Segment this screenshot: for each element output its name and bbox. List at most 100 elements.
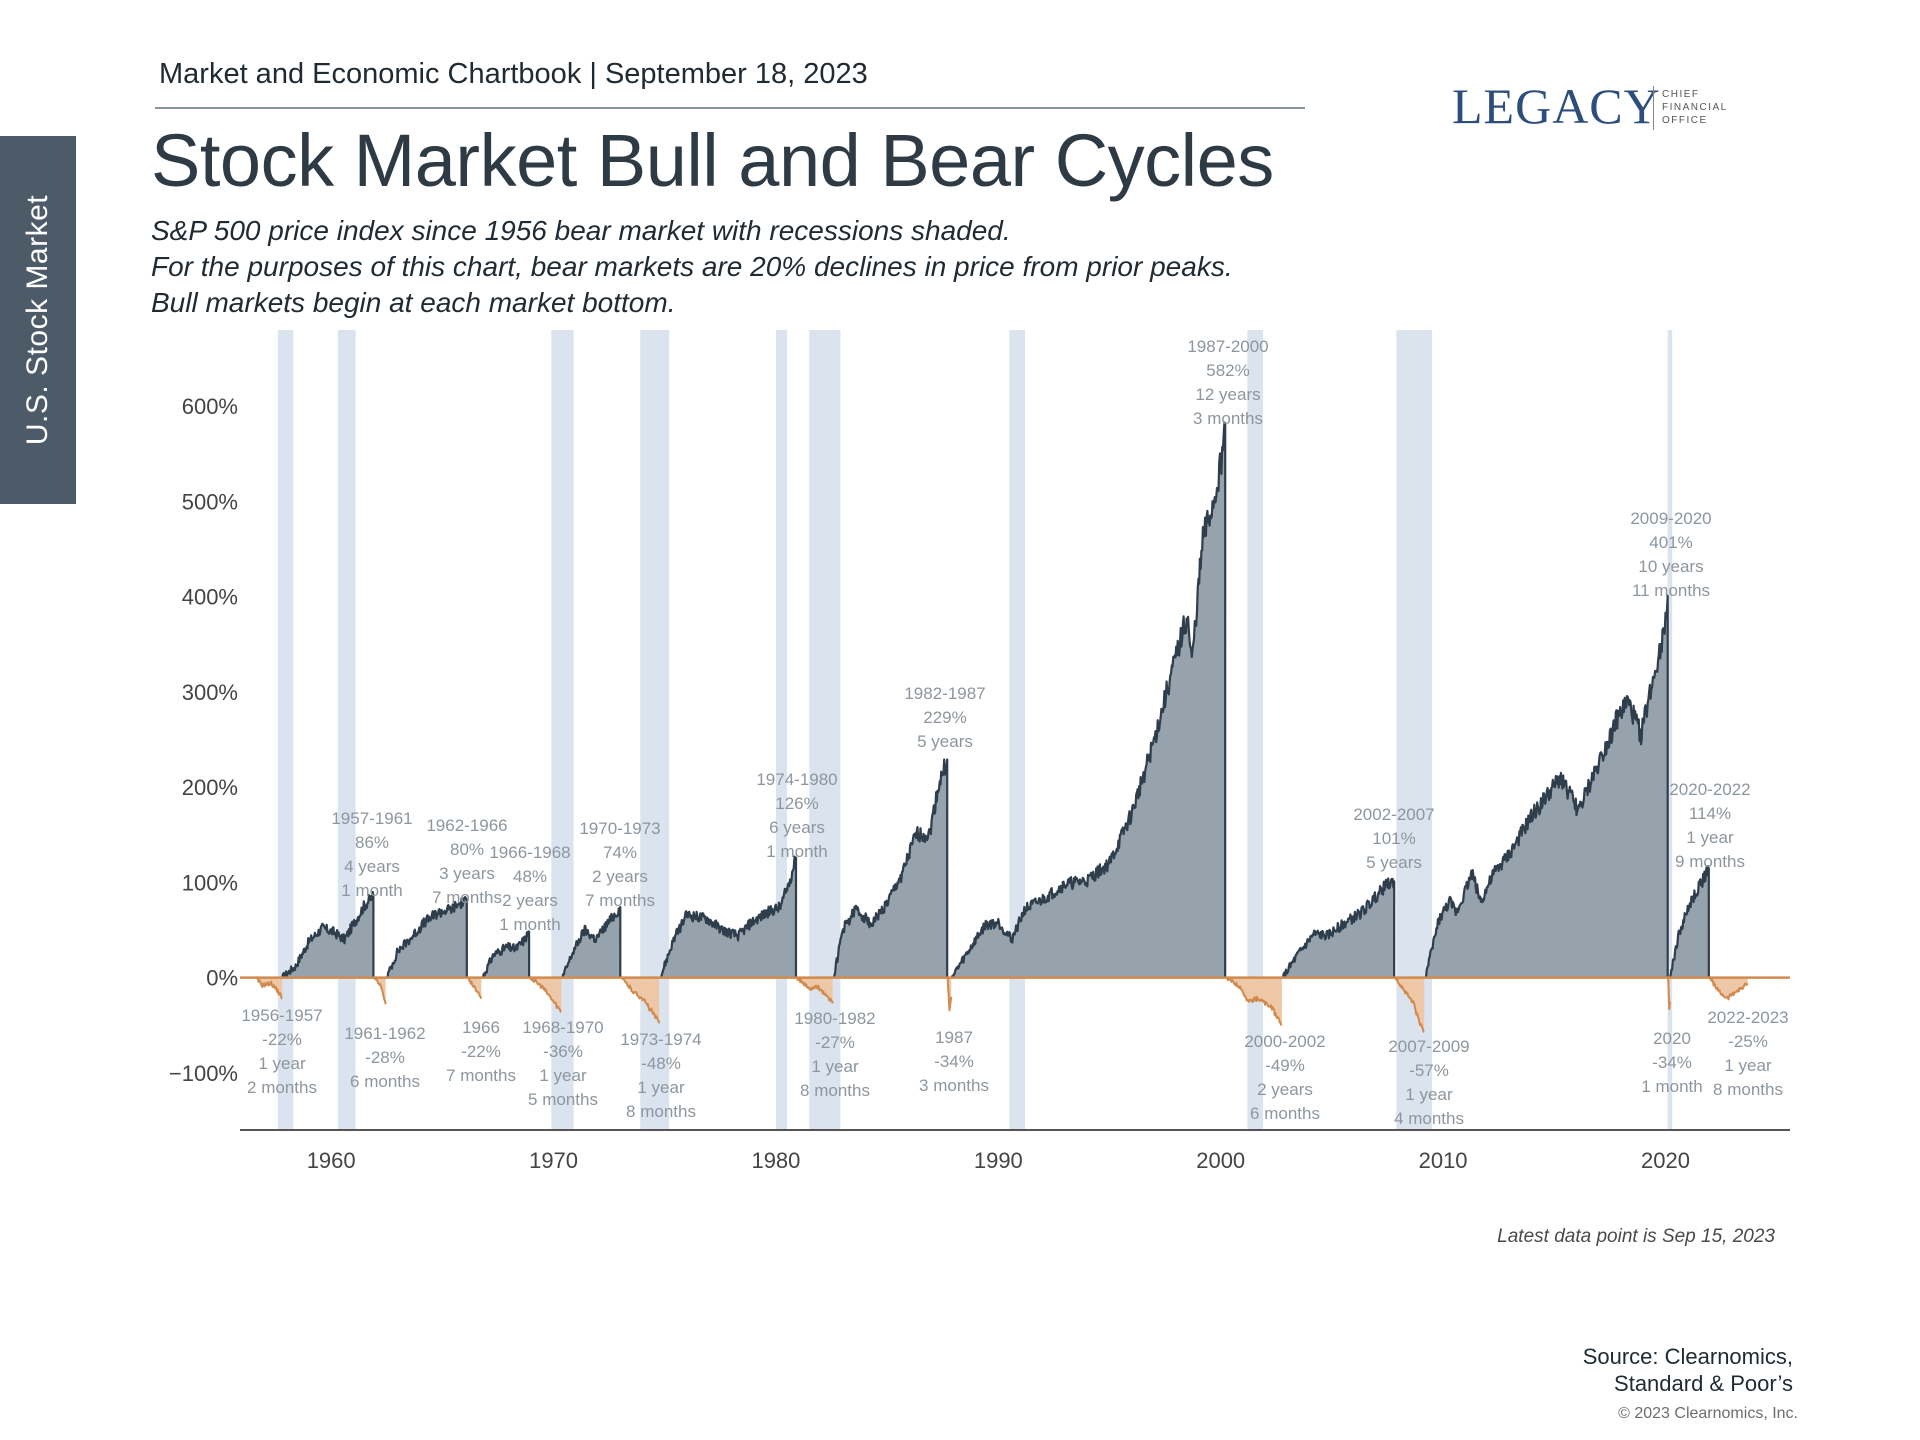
logo-sub-line-1: CHIEF [1662,89,1700,100]
bull-market-line [281,890,375,979]
source-note: Source: Clearnomics, Standard & Poor’s [1583,1343,1793,1397]
bull-market-area [660,856,796,978]
recession-band [809,330,841,1130]
bear-market-line [1394,977,1425,1033]
bull-market-line [1424,594,1669,979]
bear-market-line [620,976,661,1024]
bull-market-annotation: 2020-2022 114% 1 year 9 months [1669,780,1750,871]
source-line-1: Source: Clearnomics, [1582,1344,1793,1369]
bull-market-annotation: 1982-1987 229% 5 years [904,684,985,751]
bull-market-line [386,896,468,979]
bull-market-annotation: 1966-1968 48% 2 years 1 month [489,843,570,934]
subtitle-line-1: S&P 500 price index since 1956 bear mark… [151,215,1011,246]
source-line-2: Standard & Poor’s [1614,1371,1793,1396]
logo-sub-line-2: FINANCIAL [1662,102,1728,113]
header-divider [155,107,1305,109]
logo-divider [1653,86,1654,130]
y-tick-label: 100% [182,870,238,895]
latest-data-note: Latest data point is Sep 15, 2023 [1497,1226,1775,1247]
bull-market-annotation: 2002-2007 101% 5 years [1353,805,1434,872]
bull-market-area [282,892,374,978]
bear-market-area [467,977,482,999]
bull-market-area [951,422,1226,978]
recession-band [775,330,788,1130]
y-tick-label: −100% [169,1061,238,1086]
bull-market-area [1425,595,1668,978]
bull-market-line [950,421,1227,979]
recession-band [1667,330,1673,1130]
bear-market-annotation: 1980-1982 -27% 1 year 8 months [794,1009,875,1100]
recession-band [1247,330,1263,1130]
bear-market-annotation: 1956-1957 -22% 1 year 2 months [241,1006,322,1097]
chartbook-header: Market and Economic Chartbook | Septembe… [159,58,868,90]
bear-market-area [621,977,660,1024]
bear-market-area [1395,977,1425,1032]
bear-market-line [255,976,283,1000]
y-tick-label: 200% [182,775,238,800]
bear-market-line [1708,977,1749,1001]
bull-market-line [832,758,949,978]
subtitle-line-2: For the purposes of this chart, bear mar… [151,251,1233,282]
x-tick-label: 2020 [1641,1148,1690,1173]
logo-sub-line-3: OFFICE [1662,115,1708,126]
y-tick-label: 0% [206,966,238,991]
y-tick-label: 300% [182,680,238,705]
bear-market-annotation: 1973-1974 -48% 1 year 8 months [620,1030,701,1121]
bear-market-annotation: 1966 -22% 7 months [446,1018,516,1085]
bear-market-line [529,977,562,1013]
bull-market-area [833,759,948,978]
bull-market-line [659,855,798,979]
bear-market-annotation: 2007-2009 -57% 1 year 4 months [1388,1037,1469,1128]
bull-market-area [562,907,621,978]
x-tick-label: 1980 [751,1148,800,1173]
bull-market-area [386,897,467,978]
page-subtitle: S&P 500 price index since 1956 bear mark… [151,213,1233,321]
bull-market-line [1668,865,1710,978]
bear-market-annotation: 1961-1962 -28% 6 months [344,1024,425,1091]
bear-market-area [374,977,386,1005]
bear-market-line [467,976,483,999]
bear-market-annotation: 1987 -34% 3 months [919,1028,989,1095]
bull-market-annotation: 1974-1980 126% 6 years 1 month [756,770,837,861]
bull-market-annotation: 2009-2020 401% 10 years 11 months [1630,509,1711,600]
bear-market-annotation: 2022-2023 -25% 1 year 8 months [1707,1008,1788,1099]
bull-market-line [561,906,622,978]
bear-market-line [796,977,834,1004]
bull-market-annotation: 1970-1973 74% 2 years 7 months [579,819,660,910]
bull-market-annotation: 1957-1961 86% 4 years 1 month [331,809,412,900]
copyright-note: © 2023 Clearnomics, Inc. [1618,1405,1798,1422]
x-tick-label: 2010 [1419,1148,1468,1173]
section-tab: U.S. Stock Market [0,136,76,504]
bear-market-line [946,977,953,1012]
subtitle-line-3: Bull markets begin at each market bottom… [151,287,676,318]
bear-market-annotation: 1968-1970 -36% 1 year 5 months [522,1018,603,1109]
bear-market-area [1226,977,1282,1025]
logo-subtitle: CHIEF FINANCIAL OFFICE [1662,88,1728,127]
bull-market-annotation: 1987-2000 582% 12 years 3 months [1187,337,1268,428]
bear-market-line [1667,977,1671,1011]
logo-wordmark: LEGACY [1452,78,1661,134]
recession-band [277,330,294,1130]
x-tick-label: 1960 [307,1148,356,1173]
recession-band [337,330,356,1130]
y-tick-label: 600% [182,394,238,419]
bear-market-line [1226,976,1283,1026]
x-tick-label: 1990 [974,1148,1023,1173]
recession-band [1009,330,1026,1130]
bull-market-line [1281,877,1396,979]
recession-band [551,330,574,1130]
y-tick-label: 500% [182,489,238,514]
bull-market-area [482,931,530,978]
page-title: Stock Market Bull and Bear Cycles [151,119,1274,202]
bull-market-line [481,930,531,979]
y-tick-label: 400% [182,585,238,610]
x-tick-label: 1970 [529,1148,578,1173]
bear-market-area [1709,977,1748,1000]
x-tick-label: 2000 [1196,1148,1245,1173]
bear-market-area [530,977,562,1012]
bear-market-annotation: 2000-2002 -49% 2 years 6 months [1244,1032,1325,1123]
bear-market-annotation: 2020 -34% 1 month [1641,1029,1702,1096]
recession-band [1396,330,1432,1130]
bull-market-area [1669,866,1709,978]
